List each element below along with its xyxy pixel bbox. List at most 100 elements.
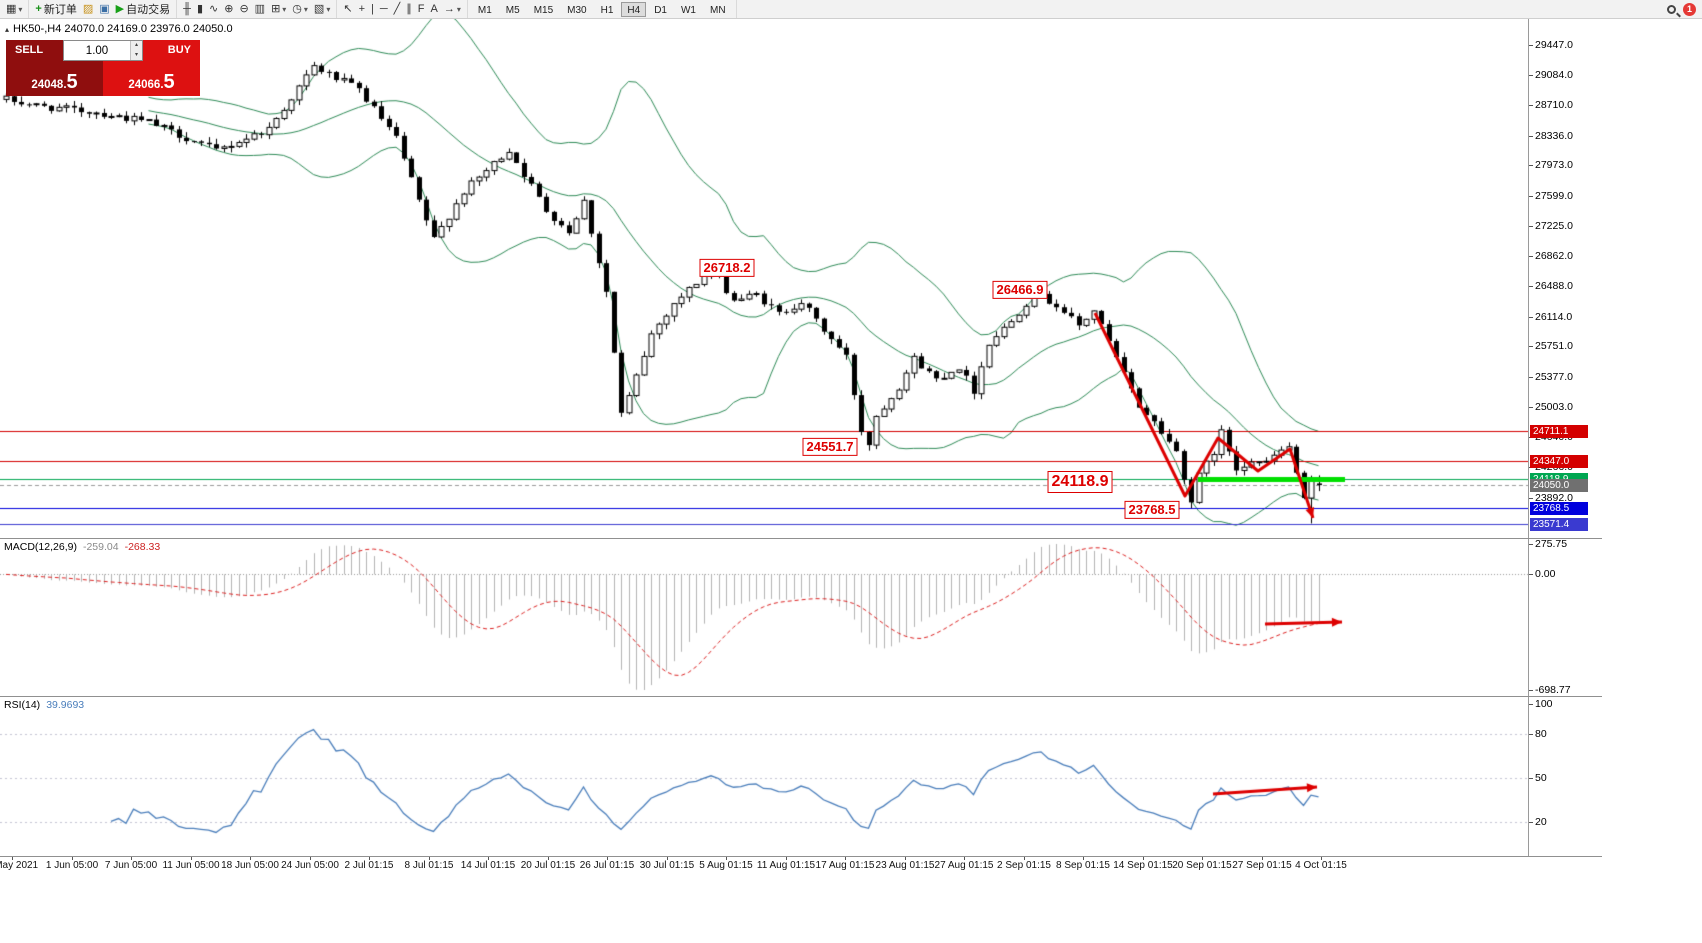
buy-label: BUY	[167, 44, 191, 56]
time-axis-label: 6 May 2021	[0, 860, 39, 871]
time-axis-label: 11 Jun 05:00	[162, 860, 220, 871]
volume-down-button[interactable]: ▾	[131, 50, 142, 60]
time-axis-tick	[1202, 857, 1203, 860]
time-axis-label: 2 Jul 01:15	[344, 860, 394, 871]
zoom-out-icon: ⊖	[239, 3, 249, 15]
timeframe-d1[interactable]: D1	[654, 4, 667, 16]
rsi-panel-canvas[interactable]	[0, 696, 1528, 856]
time-axis-label: 27 Aug 01:15	[934, 860, 994, 871]
timeframe-m15[interactable]: M15	[533, 4, 554, 16]
timeframe-w1[interactable]: W1	[680, 4, 696, 16]
time-axis-tick	[131, 857, 132, 860]
notification-badge[interactable]: 1	[1683, 3, 1696, 16]
time-axis-tick	[429, 857, 430, 860]
price-axis[interactable]: 29447.0 29084.0 28710.0 28336.0 27973.0 27599…	[1528, 19, 1602, 871]
axis-tick	[1529, 256, 1533, 257]
arrows-button[interactable]: → ▾	[441, 1, 464, 17]
timeframe-m5[interactable]: M5	[505, 4, 520, 16]
time-axis-label: 17 Aug 01:15	[815, 860, 875, 871]
rsi-axis-label: 100	[1535, 698, 1553, 710]
rsi-name: RSI(14)	[4, 699, 41, 711]
price-chart-canvas[interactable]	[0, 19, 1528, 538]
price-level-label[interactable]: 24551.7	[802, 437, 858, 457]
vertical-line-icon: |	[371, 3, 374, 15]
macd-name: MACD(12,26,9)	[4, 541, 77, 553]
tile-windows-button[interactable]: ▥	[252, 1, 268, 17]
zoom-out-button[interactable]: ⊖	[236, 1, 251, 17]
sell-price: 24048.5	[31, 71, 78, 93]
axis-tick	[1529, 346, 1533, 347]
line-chart-button[interactable]: ∿	[206, 1, 221, 17]
data-window-button[interactable]: ▨	[80, 1, 96, 17]
trendline-button[interactable]: ╱	[391, 1, 404, 17]
time-axis[interactable]: 6 May 2021 1 Jun 05:00 7 Jun 05:00 11 Jun 0…	[0, 856, 1602, 871]
panel-separator[interactable]	[0, 538, 1602, 539]
timeframe-m30[interactable]: M30	[567, 4, 587, 16]
time-axis-tick	[1321, 857, 1322, 860]
sell-button[interactable]: SELL 24048.5	[6, 40, 103, 96]
time-axis-label: 14 Jul 01:15	[460, 860, 516, 871]
volume-up-button[interactable]: ▴	[131, 41, 142, 51]
cursor-button[interactable]: ↖	[340, 1, 355, 17]
macd-axis-label: -698.77	[1535, 684, 1571, 696]
search-icon[interactable]	[1667, 5, 1676, 14]
price-axis-label: 28336.0	[1535, 130, 1573, 142]
timeframe-h4[interactable]: H4	[621, 1, 647, 17]
horizontal-line-icon: ─	[379, 3, 388, 15]
axis-tick	[1529, 704, 1533, 705]
axis-tick	[1529, 778, 1533, 779]
new-order-button[interactable]: + 新订单	[32, 1, 79, 17]
bar-chart-button[interactable]: ╫	[180, 1, 194, 17]
candlestick-chart-button[interactable]: ▮	[194, 1, 206, 17]
price-level-label[interactable]: 24118.9	[1047, 471, 1113, 493]
price-axis-label: 25751.0	[1535, 340, 1573, 352]
macd-panel-canvas[interactable]	[0, 538, 1528, 696]
market-watch-button[interactable]: ▣	[96, 1, 112, 17]
axis-tick	[1529, 45, 1533, 46]
chevron-down-icon: ▾	[282, 4, 287, 14]
price-tag: 24347.0	[1530, 455, 1588, 468]
templates-button[interactable]: ▧ ▾	[311, 1, 333, 17]
volume-input[interactable]	[64, 41, 130, 60]
macd-axis-label: 275.75	[1535, 538, 1568, 550]
price-tag: 23768.5	[1530, 502, 1588, 515]
chart-window-menu[interactable]: ▦ ▾	[3, 1, 25, 17]
new-order-icon: +	[35, 3, 42, 15]
cursor-icon: ↖	[343, 3, 353, 15]
time-axis-tick	[548, 857, 549, 860]
channel-button[interactable]: ∥	[403, 1, 415, 17]
timeframe-m1[interactable]: M1	[477, 4, 492, 16]
time-axis-label: 26 Jul 01:15	[579, 860, 635, 871]
time-axis-tick	[1262, 857, 1263, 860]
price-level-label[interactable]: 26466.9	[992, 280, 1048, 300]
price-level-label[interactable]: 26718.2	[699, 258, 755, 278]
zoom-in-button[interactable]: ⊕	[221, 1, 236, 17]
axis-tick	[1529, 75, 1533, 76]
timeframe-mn[interactable]: MN	[709, 4, 726, 16]
macd-indicator-label: MACD(12,26,9) -259.04 -268.33	[4, 541, 160, 553]
panel-separator[interactable]	[0, 696, 1602, 697]
candle-icon: ▴	[5, 24, 10, 34]
sell-label: SELL	[15, 44, 44, 56]
axis-tick	[1529, 196, 1533, 197]
time-axis-label: 7 Jun 05:00	[104, 860, 158, 871]
timeframe-h1[interactable]: H1	[600, 4, 614, 16]
one-click-trading-panel: SELL 24048.5 BUY 24066.5 ▴ ▾	[6, 40, 200, 96]
rsi-axis-label: 80	[1535, 728, 1547, 740]
horizontal-line-button[interactable]: ─	[377, 1, 391, 17]
price-level-label[interactable]: 23768.5	[1124, 500, 1180, 520]
new-order-button-label: 新订单	[43, 4, 77, 16]
tile-windows-icon: ▥	[254, 3, 266, 15]
text-button[interactable]: A	[428, 1, 441, 17]
ohlc-text: HK50-,H4 24070.0 24169.0 23976.0 24050.0	[13, 23, 233, 35]
toolbar-right: 1	[1667, 0, 1696, 19]
fibonacci-button[interactable]: F	[415, 1, 428, 17]
periods-button[interactable]: ◷ ▾	[289, 1, 311, 17]
indicators-button[interactable]: ⊞ ▾	[268, 1, 289, 17]
crosshair-button[interactable]: +	[356, 1, 368, 17]
price-axis-label: 29447.0	[1535, 39, 1573, 51]
autotrading-button[interactable]: ▶ 自动交易	[113, 1, 173, 17]
vertical-line-button[interactable]: |	[368, 1, 377, 17]
main-toolbar: ▦ ▾ + 新订单 ▨ ▣ ▶ 自动交易 ╫ ▮ ∿ ⊕ ⊖ ▥ ⊞ ▾ ◷ ▾ ▧ ▾ ↖ + | ─ ╱ ∥ F A → ▾ M1 M5 M…	[0, 0, 1702, 19]
time-axis-label: 14 Sep 01:15	[1113, 860, 1173, 871]
